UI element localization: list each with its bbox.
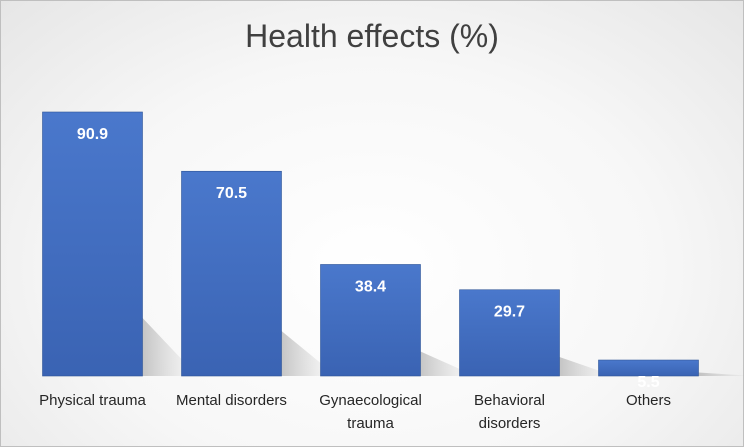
- data-label: 29.7: [494, 304, 525, 321]
- data-label: 90.9: [77, 126, 108, 143]
- data-label: 5.5: [637, 374, 659, 391]
- bar-shadow: [698, 372, 744, 376]
- bar: [181, 170, 282, 377]
- data-label: 70.5: [216, 185, 247, 202]
- bar: [320, 264, 421, 377]
- chart-title: Health effects (%): [245, 18, 499, 54]
- bar: [598, 359, 699, 377]
- bar: [459, 289, 560, 377]
- bar: [42, 111, 143, 377]
- category-label: Behavioral: [474, 392, 545, 409]
- category-label: Others: [626, 392, 671, 409]
- category-label: disorders: [479, 415, 541, 432]
- category-label: Mental disorders: [176, 392, 287, 409]
- data-label: 38.4: [355, 278, 386, 295]
- category-label: Physical trauma: [39, 392, 146, 409]
- category-label: trauma: [347, 415, 394, 432]
- category-label: Gynaecological: [319, 392, 422, 409]
